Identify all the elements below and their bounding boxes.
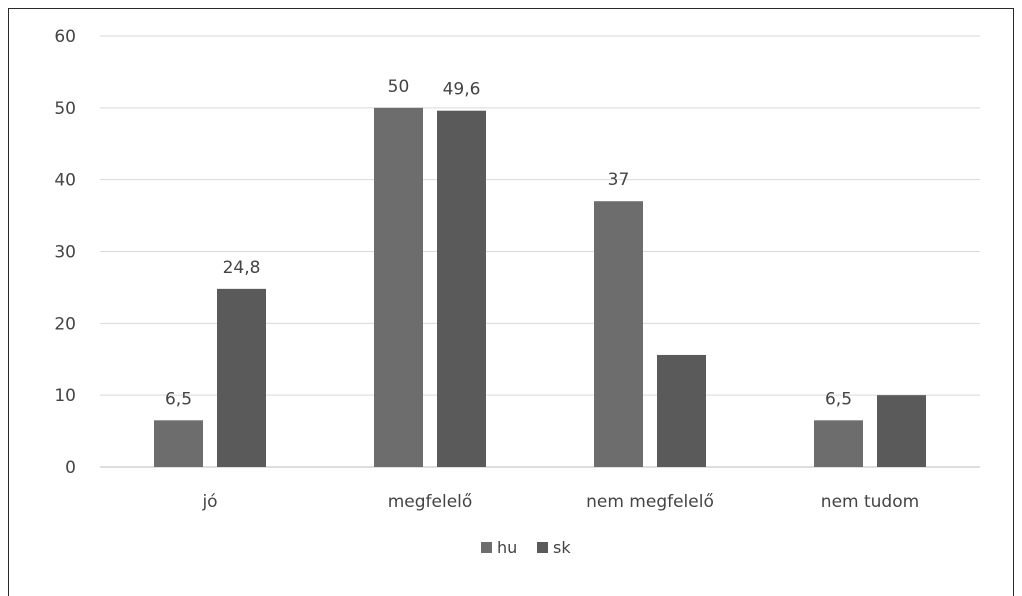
- bar-hu: [154, 420, 203, 467]
- y-tick-label: 50: [54, 99, 76, 119]
- data-label: 24,8: [223, 258, 261, 278]
- data-label: 6,5: [165, 389, 192, 409]
- x-tick-label: megfelelő: [388, 492, 473, 512]
- x-tick-label: nem tudom: [821, 492, 919, 512]
- x-tick-label: nem megfelelő: [586, 492, 714, 512]
- y-tick-label: 30: [54, 243, 76, 263]
- bars: [154, 107, 926, 467]
- legend: hu sk: [481, 538, 571, 557]
- data-label: 37: [608, 170, 630, 190]
- y-tick-label: 20: [54, 314, 76, 334]
- legend-label-sk: sk: [553, 538, 571, 557]
- bar-sk: [877, 395, 926, 467]
- y-axis-ticks: 0 10 20 30 40 50 60: [54, 27, 76, 478]
- y-tick-label: 0: [65, 458, 76, 478]
- y-tick-label: 60: [54, 27, 76, 47]
- data-label: 50: [388, 77, 410, 97]
- legend-swatch-hu: [481, 542, 492, 553]
- bar-hu: [814, 420, 863, 467]
- bar-sk: [217, 288, 266, 467]
- x-tick-label: jó: [201, 492, 217, 512]
- x-axis-ticks: jó megfelelő nem megfelelő nem tudom: [201, 492, 919, 512]
- bar-sk: [657, 354, 706, 467]
- data-label: 6,5: [825, 389, 852, 409]
- bar-sk: [437, 110, 486, 467]
- data-label: 49,6: [443, 80, 481, 100]
- chart-frame: [8, 8, 1014, 596]
- bar-hu: [594, 201, 643, 467]
- legend-swatch-sk: [537, 542, 548, 553]
- y-tick-label: 10: [54, 386, 76, 406]
- y-tick-label: 40: [54, 171, 76, 191]
- legend-label-hu: hu: [497, 538, 517, 557]
- data-labels: 6,5 24,8 50 49,6 37 6,5: [165, 77, 852, 409]
- bar-hu: [374, 107, 423, 467]
